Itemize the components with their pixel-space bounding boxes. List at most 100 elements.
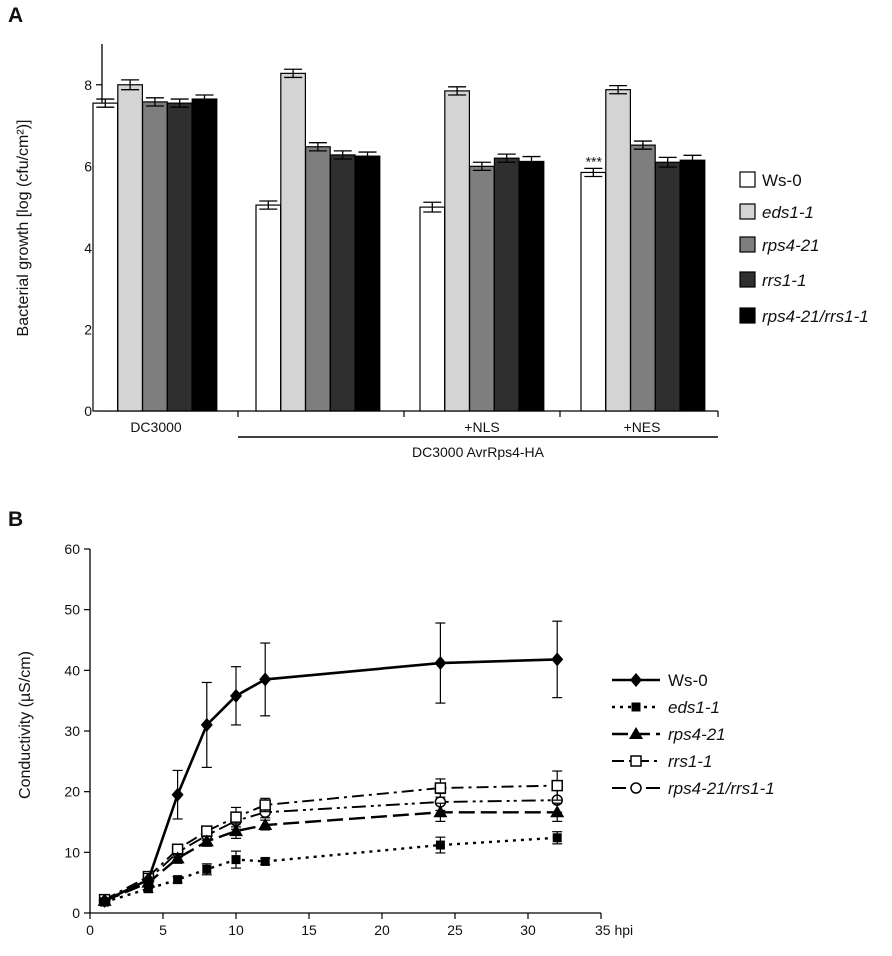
panel-b-data-point	[173, 875, 183, 885]
panel-a-bar	[518, 160, 545, 412]
panel-b-series	[97, 620, 565, 908]
panel-a-legend-label: eds1-1	[762, 203, 814, 222]
panel-a-bar	[469, 165, 495, 412]
panel-b-y-tick-label: 30	[64, 723, 80, 739]
panel-b-axes: 0 10 20 30 40 50 60 0 5 10 15 20 25 30 35 hpi	[64, 541, 633, 938]
panel-b-x-tick-label: 25	[447, 922, 463, 938]
panel-b-x-tick-label: 30	[520, 922, 536, 938]
panel-a-category-label: +NLS	[464, 419, 499, 435]
panel-b-data-point	[433, 805, 448, 818]
panel-b-data-point	[171, 787, 184, 802]
panel-b-data-point	[142, 872, 155, 887]
panel-a-letter: A	[8, 4, 23, 27]
panel-b-data-point	[434, 656, 447, 671]
panel-b-y-tick-label: 10	[64, 844, 80, 860]
panel-a-legend-label: rrs1-1	[762, 271, 806, 290]
panel-b-letter: B	[8, 508, 23, 531]
panel-a-legend-swatch	[739, 171, 756, 188]
panel-a-y-tick-label: 2	[84, 321, 92, 337]
panel-b-x-tick-label: 0	[86, 922, 94, 938]
panel-b-data-point	[143, 884, 153, 894]
panel-a-bar	[255, 204, 282, 412]
panel-a-legend-swatch	[739, 307, 756, 324]
panel-b-legend-label: Ws-0	[668, 671, 708, 690]
panel-b-legend-marker	[631, 702, 641, 712]
panel-a-legend-swatch	[739, 271, 756, 288]
panel-b-y-tick-label: 20	[64, 784, 80, 800]
panel-a-bar	[580, 171, 607, 412]
panel-b-legend-label: rps4-21	[668, 725, 726, 744]
panel-b-legend-label: rps4-21/rrs1-1	[668, 779, 775, 798]
panel-a-significance-annotation: ***	[586, 153, 603, 169]
panel-a-group-labels: DC3000 +NLS +NES DC3000 AvrRps4-HA	[130, 419, 718, 460]
panel-b-legend: Ws-0 eds1-1 rps4-21 rrs1-1 rps4-21/rrs1-1	[612, 671, 775, 798]
panel-b-series-line	[104, 658, 558, 903]
panel-b-data-point	[98, 893, 111, 908]
panel-a-bar	[280, 72, 306, 412]
panel-a-y-axis-title: Bacterial growth [log (cfu/cm²)]	[15, 120, 32, 337]
panel-a-legend-label: rps4-21	[762, 236, 820, 255]
panel-b-legend-marker	[630, 755, 642, 767]
panel-b-data-point	[435, 840, 445, 850]
panel-b-data-point	[552, 833, 562, 843]
panel-a-bar	[166, 102, 193, 412]
panel-a-bar	[305, 146, 331, 412]
panel-b-y-tick-label: 40	[64, 662, 80, 678]
panel-b-data-point	[551, 652, 564, 667]
panel-b-y-axis-title: Conductivity (µS/cm)	[17, 651, 34, 799]
panel-a-y-tick-label: 6	[84, 158, 92, 174]
panel-a-legend-swatch	[739, 236, 756, 253]
panel-b-data-point	[229, 824, 243, 837]
panel-a-legend-label: rps4-21/rrs1-1	[762, 307, 869, 326]
panel-a-bar	[419, 206, 446, 412]
panel-b-x-tick-label: 20	[374, 922, 390, 938]
panel-b-legend-marker	[629, 727, 643, 739]
panel-b-data-point	[231, 855, 241, 865]
panel-a-super-group-label: DC3000 AvrRps4-HA	[412, 444, 545, 460]
panel-a-bar	[354, 155, 381, 412]
panel-a-y-tick-label: 4	[84, 240, 92, 256]
panel-b-y-tick-label: 60	[64, 541, 80, 557]
panel-a-y-tick-label: 8	[84, 77, 92, 93]
panel-a-legend-swatch	[739, 203, 756, 220]
panel-a-bar	[444, 90, 470, 412]
panel-b-x-tick-label: 35 hpi	[595, 922, 633, 938]
panel-a-bar	[629, 144, 656, 412]
panel-a-bars: ***	[92, 68, 706, 412]
panel-b-data-point	[434, 782, 447, 794]
panel-b-data-point	[259, 672, 272, 687]
panel-b-data-point	[260, 856, 270, 866]
panel-a-bar	[605, 89, 631, 412]
panel-b-legend-marker	[630, 673, 642, 687]
panel-a-category-label: DC3000	[130, 419, 182, 435]
panel-b-x-tick-label: 10	[228, 922, 244, 938]
panel-b-x-tick-label: 15	[301, 922, 317, 938]
panel-a-bar	[654, 161, 681, 412]
panel-b-legend-label: rrs1-1	[668, 752, 712, 771]
panel-b-data-point	[258, 818, 273, 831]
panel-a-bar	[142, 101, 168, 412]
panel-b-data-point	[259, 799, 271, 811]
panel-a-bar	[493, 157, 520, 412]
panel-b-line-chart: B Conductivity (µS/cm) 0 10 20 30 40 50 60 0 5 10…	[8, 508, 775, 938]
panel-a-bar	[191, 98, 218, 412]
panel-b-data-point	[199, 834, 214, 847]
panel-a-bar-chart: A Bacterial growth [log (cfu/cm²)] 0 2 4 6 8…	[8, 4, 869, 460]
panel-b-data-point	[170, 851, 185, 864]
panel-b-legend-label: eds1-1	[668, 698, 720, 717]
panel-b-series-line	[104, 836, 558, 904]
panel-b-data-point	[230, 811, 242, 823]
panel-a-bar	[329, 154, 356, 412]
panel-b-data-point	[230, 688, 242, 703]
panel-a-category-label: +NES	[624, 419, 661, 435]
panel-a-bar	[679, 159, 706, 412]
panel-b-data-point	[200, 717, 213, 732]
panel-a-bar	[92, 102, 119, 412]
panel-b-y-tick-label: 0	[72, 905, 80, 921]
panel-a-legend: Ws-0 eds1-1 rps4-21 rrs1-1 rps4-21/rrs1-1	[739, 171, 869, 326]
panel-b-x-tick-label: 5	[159, 922, 167, 938]
panel-b-y-tick-label: 50	[64, 602, 80, 618]
panel-b-data-point	[551, 779, 563, 792]
panel-a-legend-label: Ws-0	[762, 171, 802, 190]
